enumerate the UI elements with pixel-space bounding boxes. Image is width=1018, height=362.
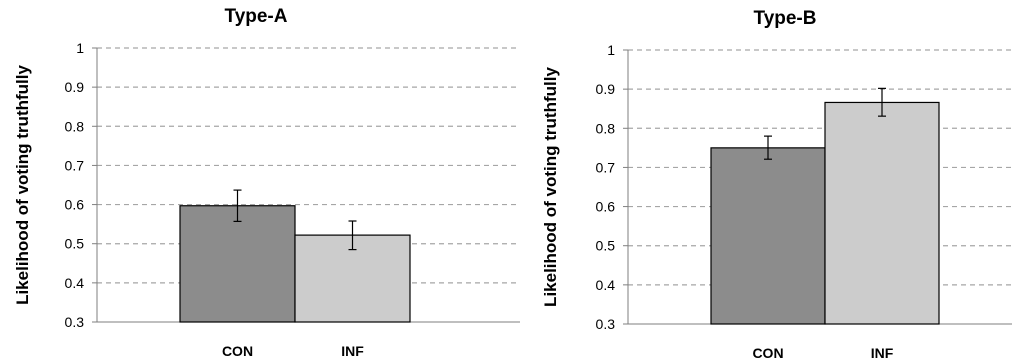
bar-con bbox=[179, 205, 296, 323]
y-tick-label: 1 bbox=[76, 40, 84, 56]
x-category-label: INF bbox=[341, 343, 364, 359]
x-category-label: CON bbox=[752, 345, 783, 361]
chart-panel-type-a: Type-A Likelihood of voting truthfully 0.3… bbox=[13, 6, 520, 359]
y-tick-label: 0.8 bbox=[65, 118, 85, 134]
y-tick-label: 0.3 bbox=[65, 314, 85, 330]
y-tick-label: 0.7 bbox=[596, 159, 616, 175]
bar-inf bbox=[824, 101, 940, 325]
chart-title: Type-A bbox=[225, 6, 288, 27]
y-tick-label: 0.8 bbox=[596, 120, 616, 136]
y-tick-label: 0.5 bbox=[596, 238, 616, 254]
y-tick-label: 0.9 bbox=[596, 81, 616, 97]
x-category-label: INF bbox=[871, 345, 894, 361]
bar-con bbox=[710, 147, 826, 325]
y-tick-label: 0.6 bbox=[596, 199, 616, 215]
x-category-label: CON bbox=[222, 343, 253, 359]
y-tick-label: 0.7 bbox=[65, 157, 85, 173]
y-tick-label: 0.3 bbox=[596, 316, 616, 332]
chart-panel-type-b: Type-B Likelihood of voting truthfully 0.3… bbox=[541, 8, 1012, 361]
y-axis-label: Likelihood of voting truthfully bbox=[13, 65, 32, 305]
y-tick-label: 0.5 bbox=[65, 236, 85, 252]
y-tick-label: 0.4 bbox=[65, 275, 85, 291]
y-tick-label: 0.9 bbox=[65, 79, 85, 95]
chart-title: Type-B bbox=[754, 8, 817, 29]
y-tick-label: 0.6 bbox=[65, 197, 85, 213]
y-axis-label: Likelihood of voting truthfully bbox=[541, 67, 560, 307]
y-tick-label: 1 bbox=[607, 42, 615, 58]
y-tick-label: 0.4 bbox=[596, 277, 616, 293]
